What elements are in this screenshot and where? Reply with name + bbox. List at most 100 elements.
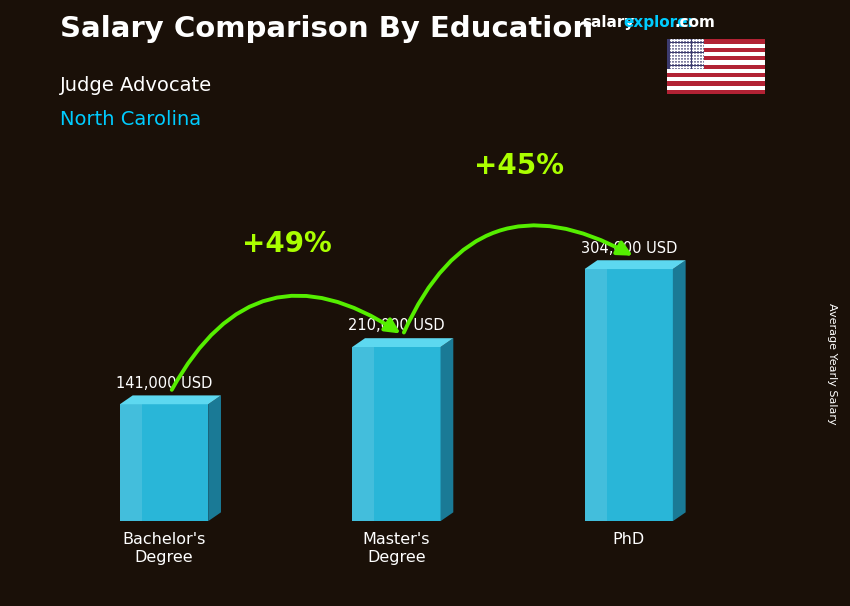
- Bar: [589, 269, 592, 521]
- Bar: [586, 269, 589, 521]
- Bar: [200, 404, 201, 521]
- Bar: [396, 347, 399, 521]
- Text: Judge Advocate: Judge Advocate: [60, 76, 212, 95]
- Bar: [157, 404, 160, 521]
- Bar: [622, 269, 624, 521]
- Bar: [633, 269, 635, 521]
- Bar: [651, 269, 653, 521]
- Bar: [626, 269, 629, 521]
- Bar: [160, 404, 162, 521]
- Bar: [379, 347, 381, 521]
- Bar: [667, 52, 765, 56]
- Bar: [366, 347, 368, 521]
- Bar: [603, 269, 604, 521]
- Text: .com: .com: [674, 15, 715, 30]
- Bar: [359, 347, 361, 521]
- Bar: [383, 347, 385, 521]
- Bar: [667, 90, 765, 94]
- Bar: [403, 347, 405, 521]
- Bar: [604, 269, 607, 521]
- Bar: [167, 404, 168, 521]
- Bar: [638, 269, 640, 521]
- Text: salary: salary: [582, 15, 635, 30]
- Bar: [646, 269, 649, 521]
- Polygon shape: [585, 260, 686, 269]
- Bar: [162, 404, 164, 521]
- Bar: [667, 65, 765, 68]
- Bar: [667, 39, 705, 68]
- Bar: [171, 404, 173, 521]
- Polygon shape: [673, 260, 686, 521]
- Text: North Carolina: North Carolina: [60, 110, 201, 129]
- Bar: [629, 269, 631, 521]
- Bar: [142, 404, 145, 521]
- Polygon shape: [440, 338, 453, 521]
- Bar: [653, 269, 655, 521]
- Bar: [374, 347, 377, 521]
- Bar: [649, 269, 651, 521]
- Bar: [432, 347, 434, 521]
- Text: 210,000 USD: 210,000 USD: [348, 319, 445, 333]
- Bar: [135, 404, 138, 521]
- Bar: [193, 404, 195, 521]
- Bar: [399, 347, 401, 521]
- Polygon shape: [208, 395, 221, 521]
- Bar: [370, 347, 372, 521]
- Bar: [585, 269, 607, 521]
- Bar: [178, 404, 179, 521]
- Bar: [190, 404, 193, 521]
- Bar: [204, 404, 206, 521]
- Bar: [164, 404, 167, 521]
- Bar: [138, 404, 139, 521]
- Bar: [600, 269, 603, 521]
- Bar: [613, 269, 615, 521]
- Bar: [133, 404, 135, 521]
- Bar: [377, 347, 379, 521]
- Bar: [186, 404, 189, 521]
- Bar: [405, 347, 407, 521]
- Bar: [615, 269, 618, 521]
- Bar: [592, 269, 593, 521]
- Bar: [206, 404, 208, 521]
- Text: Salary Comparison By Education: Salary Comparison By Education: [60, 15, 592, 43]
- Text: Average Yearly Salary: Average Yearly Salary: [827, 303, 837, 424]
- Bar: [667, 77, 765, 81]
- Bar: [611, 269, 613, 521]
- Bar: [122, 404, 124, 521]
- Bar: [671, 269, 673, 521]
- Bar: [381, 347, 383, 521]
- Bar: [182, 404, 184, 521]
- Bar: [412, 347, 414, 521]
- Bar: [624, 269, 626, 521]
- Bar: [416, 347, 418, 521]
- Bar: [667, 73, 765, 77]
- Bar: [390, 347, 392, 521]
- Bar: [144, 404, 146, 521]
- Bar: [667, 44, 765, 48]
- Bar: [120, 404, 122, 521]
- Bar: [361, 347, 363, 521]
- Bar: [150, 404, 153, 521]
- Bar: [657, 269, 660, 521]
- Bar: [655, 269, 657, 521]
- Bar: [354, 347, 357, 521]
- Bar: [618, 269, 620, 521]
- Bar: [667, 39, 765, 44]
- Bar: [421, 347, 422, 521]
- Bar: [662, 269, 664, 521]
- Bar: [394, 347, 396, 521]
- Bar: [149, 404, 150, 521]
- Bar: [593, 269, 596, 521]
- Bar: [128, 404, 131, 521]
- Text: 304,000 USD: 304,000 USD: [581, 241, 677, 256]
- Bar: [418, 347, 421, 521]
- Bar: [127, 404, 128, 521]
- Bar: [168, 404, 171, 521]
- Bar: [667, 85, 765, 90]
- Bar: [368, 347, 370, 521]
- Bar: [640, 269, 642, 521]
- Bar: [195, 404, 197, 521]
- Bar: [175, 404, 178, 521]
- Bar: [357, 347, 359, 521]
- Bar: [667, 81, 765, 85]
